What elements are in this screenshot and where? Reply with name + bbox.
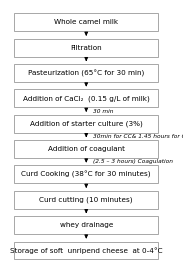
Text: (2.5 – 3 hours) Coagulation: (2.5 – 3 hours) Coagulation <box>93 159 173 164</box>
Text: Addition of coagulant: Addition of coagulant <box>48 146 125 152</box>
Text: Addition of starter culture (3%): Addition of starter culture (3%) <box>30 120 143 127</box>
Text: Filtration: Filtration <box>70 45 102 51</box>
FancyBboxPatch shape <box>14 39 158 57</box>
FancyBboxPatch shape <box>14 241 158 260</box>
FancyBboxPatch shape <box>14 166 158 183</box>
Text: Whole camel milk: Whole camel milk <box>54 20 118 25</box>
Text: Addition of CaCl₂  (0.15 g/L of milk): Addition of CaCl₂ (0.15 g/L of milk) <box>23 95 150 102</box>
FancyBboxPatch shape <box>14 115 158 133</box>
FancyBboxPatch shape <box>14 140 158 158</box>
FancyBboxPatch shape <box>14 13 158 31</box>
Text: Pasteurization (65°C for 30 min): Pasteurization (65°C for 30 min) <box>28 70 144 77</box>
Text: Curd Cooking (38°C for 30 minutes): Curd Cooking (38°C for 30 minutes) <box>21 171 151 178</box>
FancyBboxPatch shape <box>14 89 158 108</box>
Text: 30 min: 30 min <box>93 109 114 114</box>
FancyBboxPatch shape <box>14 191 158 209</box>
Text: whey drainage: whey drainage <box>59 222 113 228</box>
FancyBboxPatch shape <box>14 216 158 234</box>
FancyBboxPatch shape <box>14 64 158 82</box>
Text: Curd cutting (10 minutes): Curd cutting (10 minutes) <box>40 197 133 203</box>
Text: Storage of soft  unripend cheese  at 0-4°C: Storage of soft unripend cheese at 0-4°C <box>10 247 163 254</box>
Text: 30min for CC& 1.45 hours for GCE: 30min for CC& 1.45 hours for GCE <box>93 134 183 139</box>
